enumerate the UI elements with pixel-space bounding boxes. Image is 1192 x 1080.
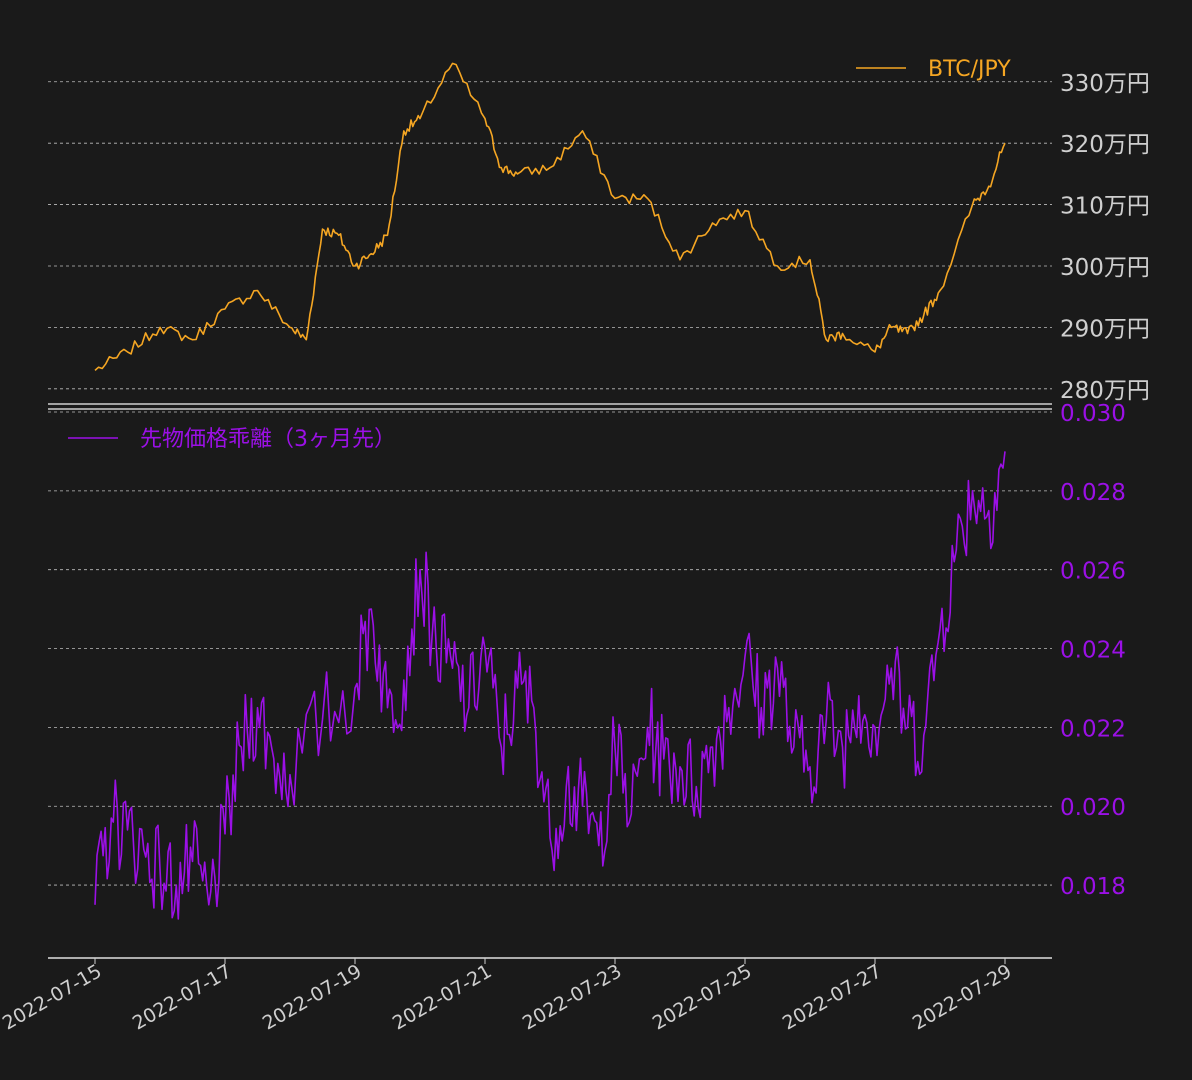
btc-ytick-label: 300万円: [1060, 255, 1150, 281]
btc-ytick-label: 320万円: [1060, 132, 1150, 158]
futures-premium-panel: 0.018 0.020 0.022 0.024 0.026 0.028 0.030 先物価格乖…: [48, 401, 1126, 920]
btc-ytick-label: 280万円: [1060, 378, 1150, 404]
premium-ytick-label: 0.030: [1060, 401, 1126, 427]
btc-price-panel: 280万円 290万円 300万円 310万円 320万円 330万円 BTC/JPY: [48, 57, 1150, 404]
xtick-label: 2022-07-17: [129, 960, 236, 1034]
xtick-label: 2022-07-19: [259, 960, 366, 1034]
xtick-label: 2022-07-25: [649, 960, 756, 1034]
premium-legend-label: 先物価格乖離（3ヶ月先）: [140, 427, 396, 452]
premium-ytick-label: 0.022: [1060, 716, 1126, 742]
premium-ytick-label: 0.018: [1060, 874, 1126, 900]
xtick-label: 2022-07-23: [519, 960, 626, 1034]
premium-ytick-label: 0.024: [1060, 638, 1126, 664]
btc-ytick-label: 310万円: [1060, 194, 1150, 220]
premium-series-line: [94, 451, 1006, 920]
xtick-label: 2022-07-21: [389, 960, 496, 1034]
xtick-label: 2022-07-29: [909, 960, 1016, 1034]
xtick-label: 2022-07-15: [0, 960, 106, 1034]
btc-legend-label: BTC/JPY: [928, 57, 1011, 82]
xtick-label: 2022-07-27: [779, 960, 886, 1034]
premium-ytick-label: 0.020: [1060, 795, 1126, 821]
btc-series-line: [94, 62, 1006, 371]
btc-ytick-label: 330万円: [1060, 71, 1150, 97]
premium-ytick-label: 0.026: [1060, 559, 1126, 585]
x-axis: 2022-07-15 2022-07-17 2022-07-19 2022-07-21…: [0, 403, 1052, 1035]
btc-ytick-label: 290万円: [1060, 316, 1150, 342]
premium-ytick-label: 0.028: [1060, 480, 1126, 506]
